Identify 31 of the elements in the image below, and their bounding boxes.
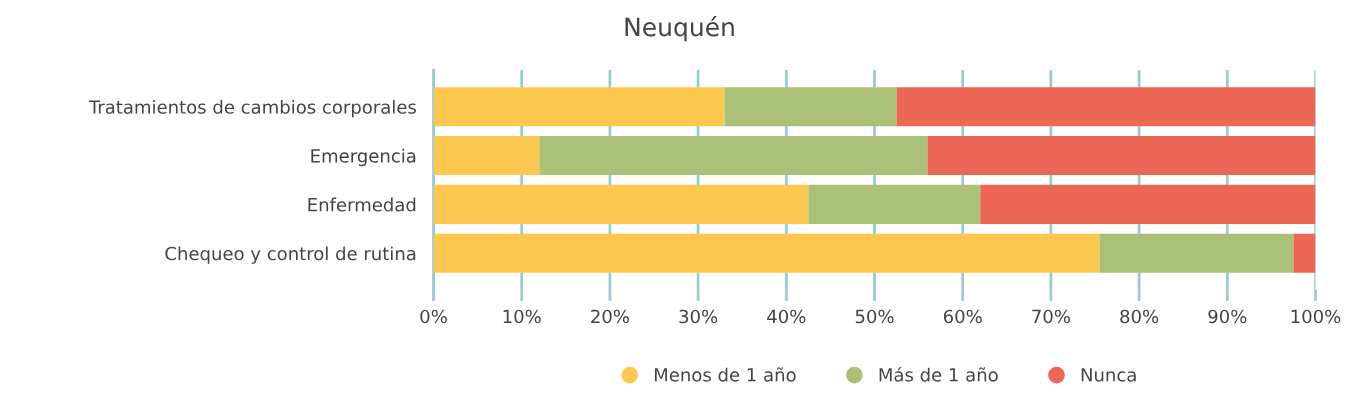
bar (980, 184, 1316, 224)
x-tick-label: 20% (591, 309, 629, 324)
x-tick-label: 70% (1032, 309, 1070, 324)
x-tick-label: 60% (943, 309, 982, 324)
x-tick-label: 100% (1291, 309, 1341, 324)
bar (724, 87, 897, 127)
y-tick-label: Chequeo y control de rutina (165, 246, 416, 264)
x-tick-label: 50% (855, 309, 894, 324)
bar (927, 136, 1316, 176)
bar (808, 184, 981, 224)
x-tick-label: 40% (767, 309, 806, 324)
x-tick-label: 30% (679, 309, 718, 324)
legend-label: Nunca (1081, 368, 1136, 382)
bar (1099, 233, 1294, 273)
x-tick-label: 0% (420, 309, 447, 324)
y-tick-label: Emergencia (311, 148, 416, 167)
legend-label: Menos de 1 año (654, 367, 796, 382)
bar (539, 136, 928, 176)
legend-label: Más de 1 año (879, 366, 998, 382)
bar (1293, 233, 1316, 273)
bar (433, 184, 809, 224)
x-tick-label: 90% (1208, 309, 1247, 324)
bar (433, 233, 1100, 273)
bar (433, 136, 540, 176)
bar (896, 87, 1316, 127)
chart-title: Neuquén (625, 16, 734, 42)
x-tick-label: 80% (1120, 309, 1159, 324)
bar (433, 87, 725, 127)
x-tick-label: 10% (503, 309, 541, 324)
y-tick-label: Enfermedad (308, 197, 416, 212)
y-tick-label: Tratamientos de cambios corporales (88, 99, 416, 118)
